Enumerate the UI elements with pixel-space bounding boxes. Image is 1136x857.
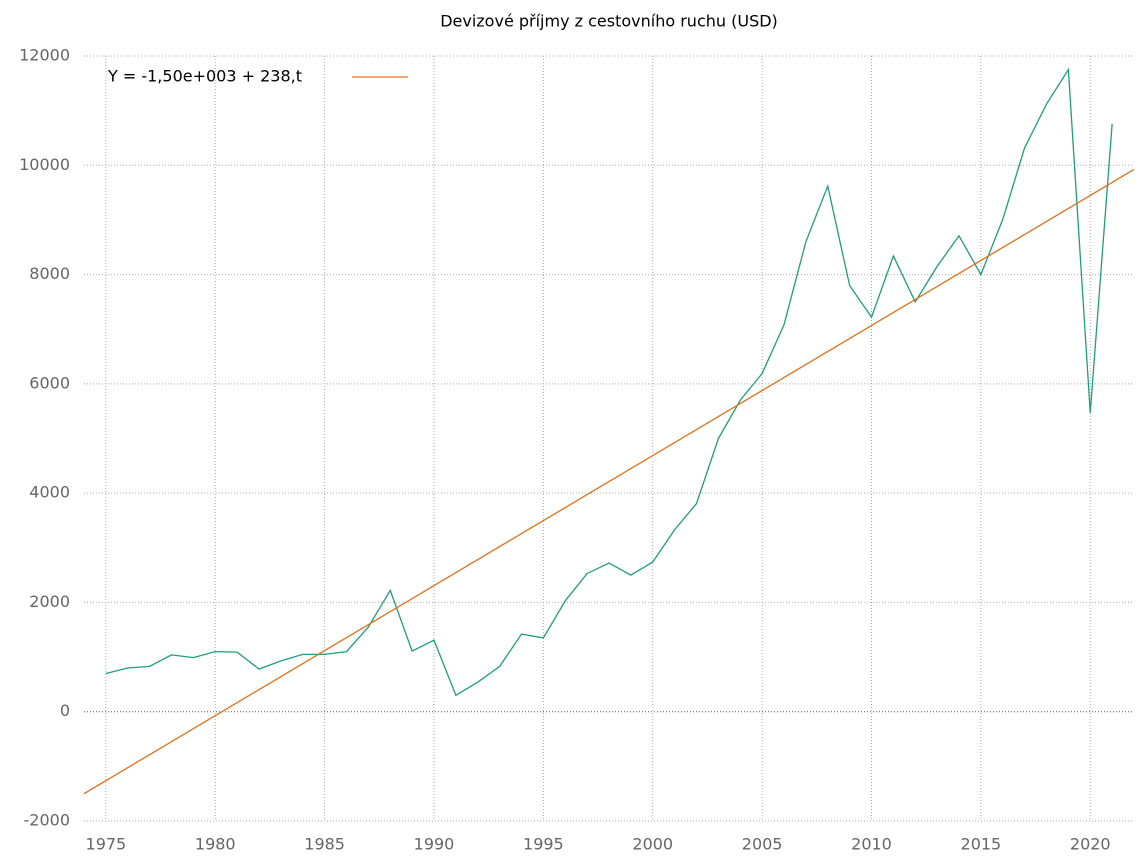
- y-tick-label: 12000: [19, 46, 70, 65]
- legend-label: Y = -1,50e+003 + 238,t: [107, 67, 302, 86]
- chart-title: Devizové příjmy z cestovního ruchu (USD): [440, 12, 778, 31]
- x-tick-label: 1990: [414, 835, 455, 854]
- y-tick-label: 0: [60, 701, 70, 720]
- x-tick-label: 2005: [742, 835, 783, 854]
- x-tick-label: 2015: [961, 835, 1002, 854]
- x-tick-label: 1995: [523, 835, 564, 854]
- y-tick-label: 2000: [29, 592, 70, 611]
- x-tick-label: 1980: [195, 835, 236, 854]
- x-tick-label: 1985: [304, 835, 345, 854]
- y-tick-label: 8000: [29, 264, 70, 283]
- y-tick-label: -2000: [24, 811, 71, 830]
- x-tick-label: 2020: [1070, 835, 1111, 854]
- x-tick-label: 2010: [851, 835, 892, 854]
- series-line: [83, 168, 1135, 795]
- series-line: [105, 67, 1113, 697]
- y-tick-label: 4000: [29, 483, 70, 502]
- y-tick-label: 6000: [29, 373, 70, 392]
- y-tick-label: 10000: [19, 155, 70, 174]
- x-tick-label: 2000: [632, 835, 673, 854]
- x-tick-label: 1975: [86, 835, 127, 854]
